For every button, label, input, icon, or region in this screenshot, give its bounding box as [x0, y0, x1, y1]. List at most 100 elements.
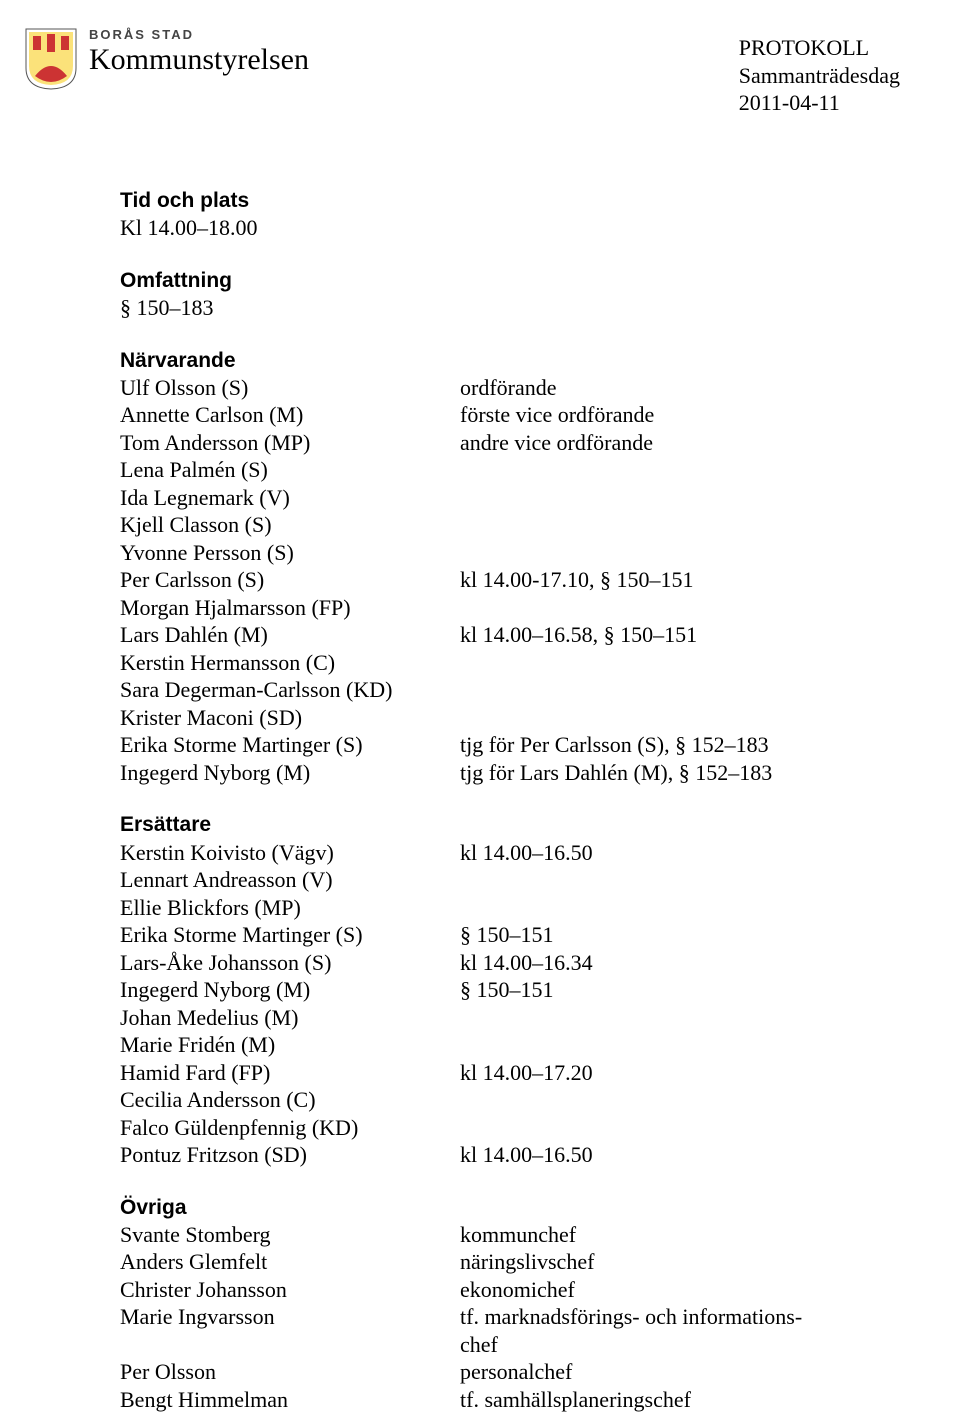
omfattning-heading: Omfattning: [120, 268, 900, 294]
list-row: Christer Johanssonekonomichef: [120, 1276, 900, 1304]
person-role: [460, 866, 900, 894]
person-name: Annette Carlson (M): [120, 401, 460, 429]
person-role: [460, 539, 900, 567]
person-name: Kerstin Koivisto (Vägv): [120, 839, 460, 867]
list-row: Ellie Blickfors (MP): [120, 894, 900, 922]
protokoll-label: PROTOKOLL: [739, 35, 869, 60]
person-role: tjg för Per Carlsson (S), § 152–183: [460, 731, 900, 759]
list-row: Ingegerd Nyborg (M)tjg för Lars Dahlén (…: [120, 759, 900, 787]
narvarande-list: Ulf Olsson (S)ordförandeAnnette Carlson …: [120, 374, 900, 787]
person-name: Erika Storme Martinger (S): [120, 921, 460, 949]
list-row: Sara Degerman-Carlsson (KD): [120, 676, 900, 704]
person-name: Lars-Åke Johansson (S): [120, 949, 460, 977]
list-row: Annette Carlson (M)förste vice ordförand…: [120, 401, 900, 429]
list-row: chef: [120, 1331, 900, 1359]
person-name: Ingegerd Nyborg (M): [120, 759, 460, 787]
list-row: Marie Ingvarssontf. marknadsförings- och…: [120, 1303, 900, 1331]
list-row: Ida Legnemark (V): [120, 484, 900, 512]
meeting-day-label: Sammanträdesdag: [739, 62, 900, 90]
person-name: Krister Maconi (SD): [120, 704, 460, 732]
list-row: Lars Dahlén (M)kl 14.00–16.58, § 150–151: [120, 621, 900, 649]
org-top-label: BORÅS STAD: [89, 28, 309, 42]
list-row: Per Carlsson (S)kl 14.00-17.10, § 150–15…: [120, 566, 900, 594]
section-ovriga: Övriga Svante StombergkommunchefAnders G…: [120, 1195, 900, 1413]
person-role: [460, 1114, 900, 1142]
person-role: [460, 1031, 900, 1059]
person-role: [460, 1004, 900, 1032]
person-name: Lars Dahlén (M): [120, 621, 460, 649]
page: BORÅS STAD Kommunstyrelsen PROTOKOLL 1 (…: [0, 0, 960, 1350]
org-main-label: Kommunstyrelsen: [89, 44, 309, 76]
person-name: Per Carlsson (S): [120, 566, 460, 594]
list-row: Lena Palmén (S): [120, 456, 900, 484]
person-name: Yvonne Persson (S): [120, 539, 460, 567]
person-role: andre vice ordförande: [460, 429, 900, 457]
person-name: Kjell Classon (S): [120, 511, 460, 539]
person-role: kl 14.00–17.20: [460, 1059, 900, 1087]
list-row: Per Olssonpersonalchef: [120, 1358, 900, 1386]
person-name: Per Olsson: [120, 1358, 460, 1386]
person-name: Ingegerd Nyborg (M): [120, 976, 460, 1004]
omfattning-value: § 150–183: [120, 294, 900, 322]
list-row: Ingegerd Nyborg (M)§ 150–151: [120, 976, 900, 1004]
list-row: Morgan Hjalmarsson (FP): [120, 594, 900, 622]
list-row: Lars-Åke Johansson (S)kl 14.00–16.34: [120, 949, 900, 977]
person-name: Morgan Hjalmarsson (FP): [120, 594, 460, 622]
person-role: [460, 1086, 900, 1114]
list-row: Falco Güldenpfennig (KD): [120, 1114, 900, 1142]
person-role: [460, 594, 900, 622]
person-name: Pontuz Fritzson (SD): [120, 1141, 460, 1169]
org-text: BORÅS STAD Kommunstyrelsen: [89, 28, 309, 75]
person-name: Bengt Himmelman: [120, 1386, 460, 1413]
list-row: Krister Maconi (SD): [120, 704, 900, 732]
section-narvarande: Närvarande Ulf Olsson (S)ordförandeAnnet…: [120, 348, 900, 787]
person-role: kl 14.00–16.50: [460, 1141, 900, 1169]
crest-icon: [25, 28, 77, 90]
list-row: Anders Glemfeltnäringslivschef: [120, 1248, 900, 1276]
ersattare-heading: Ersättare: [120, 812, 900, 838]
person-role: tjg för Lars Dahlén (M), § 152–183: [460, 759, 900, 787]
person-role: kommunchef: [460, 1221, 900, 1249]
list-row: Tom Andersson (MP)andre vice ordförande: [120, 429, 900, 457]
list-row: Bengt Himmelmantf. samhällsplaneringsche…: [120, 1386, 900, 1413]
person-name: [120, 1331, 460, 1359]
ovriga-heading: Övriga: [120, 1195, 900, 1221]
section-ersattare: Ersättare Kerstin Koivisto (Vägv)kl 14.0…: [120, 812, 900, 1168]
list-row: Hamid Fard (FP)kl 14.00–17.20: [120, 1059, 900, 1087]
header-right: PROTOKOLL 1 (26) Sammanträdesdag 2011-04…: [739, 34, 900, 117]
ovriga-list: Svante StombergkommunchefAnders Glemfelt…: [120, 1221, 900, 1413]
person-name: Anders Glemfelt: [120, 1248, 460, 1276]
person-role: § 150–151: [460, 976, 900, 1004]
section-omfattning: Omfattning § 150–183: [120, 268, 900, 322]
logo-block: BORÅS STAD Kommunstyrelsen: [25, 28, 309, 90]
person-role: kl 14.00–16.50: [460, 839, 900, 867]
list-row: Ulf Olsson (S)ordförande: [120, 374, 900, 402]
list-row: Pontuz Fritzson (SD)kl 14.00–16.50: [120, 1141, 900, 1169]
person-name: Erika Storme Martinger (S): [120, 731, 460, 759]
person-name: Ulf Olsson (S): [120, 374, 460, 402]
person-name: Lena Palmén (S): [120, 456, 460, 484]
person-name: Marie Fridén (M): [120, 1031, 460, 1059]
person-role: [460, 511, 900, 539]
list-row: Lennart Andreasson (V): [120, 866, 900, 894]
list-row: Kerstin Hermansson (C): [120, 649, 900, 677]
person-role: förste vice ordförande: [460, 401, 900, 429]
person-name: Cecilia Andersson (C): [120, 1086, 460, 1114]
person-role: [460, 649, 900, 677]
person-name: Tom Andersson (MP): [120, 429, 460, 457]
list-row: Svante Stombergkommunchef: [120, 1221, 900, 1249]
tid-value: Kl 14.00–18.00: [120, 214, 900, 242]
meeting-date: 2011-04-11: [739, 89, 900, 117]
person-role: ordförande: [460, 374, 900, 402]
person-role: [460, 456, 900, 484]
person-name: Johan Medelius (M): [120, 1004, 460, 1032]
person-role: chef: [460, 1331, 900, 1359]
person-name: Svante Stomberg: [120, 1221, 460, 1249]
header: BORÅS STAD Kommunstyrelsen PROTOKOLL 1 (…: [120, 28, 900, 128]
person-name: Christer Johansson: [120, 1276, 460, 1304]
person-name: Ida Legnemark (V): [120, 484, 460, 512]
list-row: Erika Storme Martinger (S)§ 150–151: [120, 921, 900, 949]
person-name: Hamid Fard (FP): [120, 1059, 460, 1087]
body: Tid och plats Kl 14.00–18.00 Omfattning …: [120, 188, 900, 1413]
list-row: Cecilia Andersson (C): [120, 1086, 900, 1114]
